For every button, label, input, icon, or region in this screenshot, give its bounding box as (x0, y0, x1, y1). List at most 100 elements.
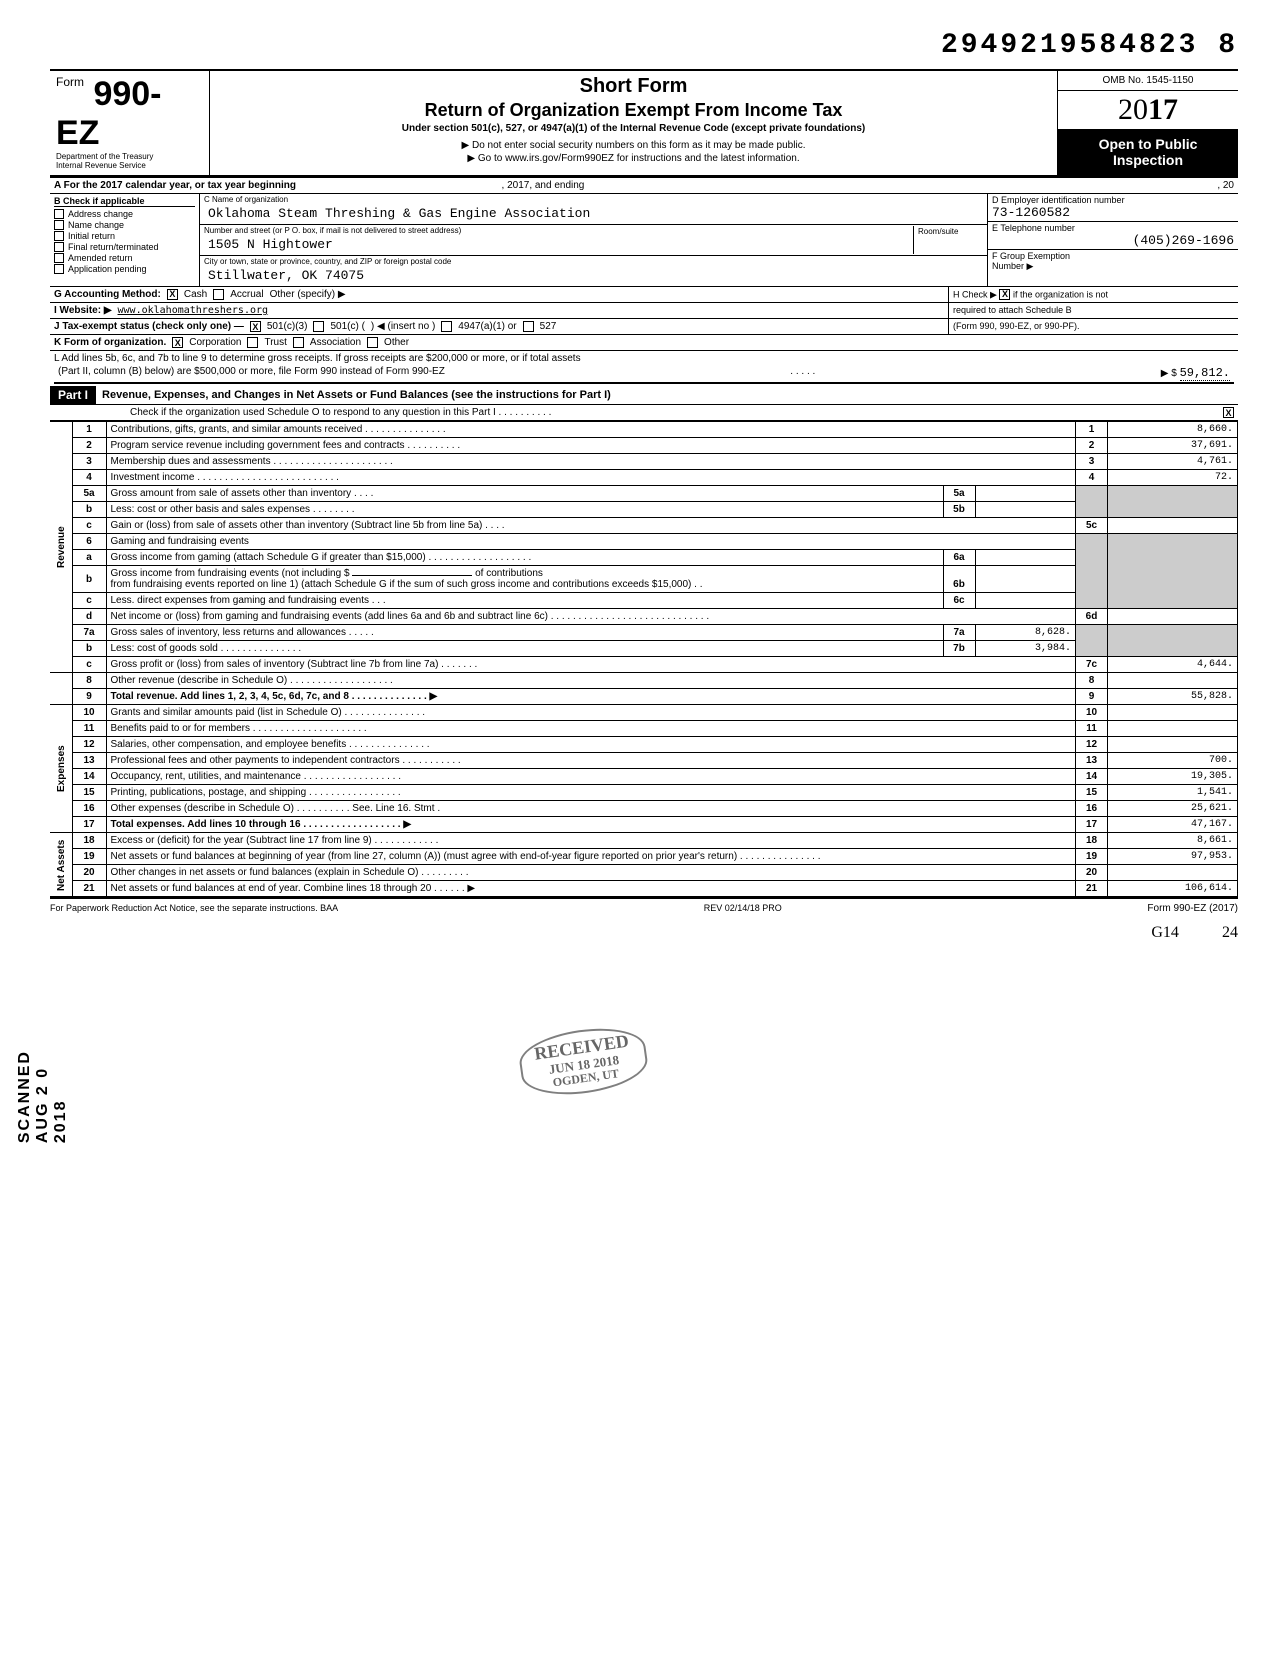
j-501c: 501(c) ( (330, 321, 364, 332)
line-desc: Gross sales of inventory, less returns a… (107, 625, 944, 640)
col-amt: 19,305. (1108, 769, 1238, 785)
cb-trust[interactable] (247, 337, 258, 348)
ein-value: 73-1260582 (992, 205, 1234, 220)
cb-other[interactable] (367, 337, 378, 348)
line-desc: Excess or (deficit) for the year (Subtra… (106, 833, 1076, 849)
phone-row: E Telephone number (405)269-1696 (988, 222, 1238, 250)
line6b-1: Gross income from fundraising events (no… (111, 568, 350, 579)
cb-final-return[interactable]: Final return/terminated (54, 242, 195, 252)
line-desc: Less: cost or other basis and sales expe… (107, 502, 944, 517)
h-label: H Check ▶ (953, 289, 997, 299)
col-amt (1108, 609, 1238, 625)
col-amt: 97,953. (1108, 849, 1238, 865)
org-name-value: Oklahoma Steam Threshing & Gas Engine As… (204, 204, 983, 223)
cb-4947[interactable] (441, 321, 452, 332)
line-no: 11 (72, 721, 106, 737)
col-no: 1 (1076, 422, 1108, 438)
table-row: 13 Professional fees and other payments … (50, 753, 1238, 769)
line17-desc: Total expenses. Add lines 10 through 16 … (111, 819, 412, 830)
col-b-checkboxes: B Check if applicable Address change Nam… (50, 194, 200, 286)
line-no: 18 (72, 833, 106, 849)
line-no: b (72, 641, 106, 657)
table-row: Expenses 10 Grants and similar amounts p… (50, 705, 1238, 721)
col-amt-shaded (1108, 486, 1238, 518)
j-501c-b: ) ◀ (insert no ) (371, 321, 435, 332)
table-row: Revenue 1 Contributions, gifts, grants, … (50, 422, 1238, 438)
col-amt-shaded (1108, 534, 1238, 609)
col-no: 12 (1076, 737, 1108, 753)
line-no: 1 (72, 422, 106, 438)
table-row: 21 Net assets or fund balances at end of… (50, 881, 1238, 897)
org-city-value: Stillwater, OK 74075 (204, 266, 983, 285)
checkbox-icon (54, 253, 64, 263)
cb-501c3[interactable]: X (250, 321, 261, 332)
line-desc: Net income or (loss) from gaming and fun… (106, 609, 1076, 625)
line-desc: Professional fees and other payments to … (106, 753, 1076, 769)
col-amt: 47,167. (1108, 817, 1238, 833)
cb-corp[interactable]: X (172, 337, 183, 348)
sub-no: 7b (943, 641, 975, 656)
table-row: 6 Gaming and fundraising events (50, 534, 1238, 550)
row-h: H Check ▶ X if the organization is not (948, 287, 1238, 303)
h-text2: required to attach Schedule B (948, 303, 1238, 318)
table-row: c Less. direct expenses from gaming and … (50, 593, 1238, 609)
line-desc: Other changes in net assets or fund bala… (106, 865, 1076, 881)
col-amt (1108, 705, 1238, 721)
cb-address-change[interactable]: Address change (54, 209, 195, 219)
col-no: 2 (1076, 438, 1108, 454)
col-no-shaded (1076, 534, 1108, 609)
table-row: 19 Net assets or fund balances at beginn… (50, 849, 1238, 865)
h-text1: if the organization is not (1013, 289, 1108, 299)
table-row: 15 Printing, publications, postage, and … (50, 785, 1238, 801)
cb-h[interactable]: X (999, 289, 1010, 300)
part1-header-row: Part I Revenue, Expenses, and Changes in… (50, 386, 1238, 405)
col-amt (1108, 518, 1238, 534)
sub-amt: 3,984. (975, 641, 1075, 656)
table-row: b Less: cost or other basis and sales ex… (50, 502, 1238, 518)
table-row: 7a Gross sales of inventory, less return… (50, 625, 1238, 641)
cb-application-pending[interactable]: Application pending (54, 264, 195, 274)
col-no-shaded (1076, 625, 1108, 657)
form-prefix: Form (56, 75, 84, 89)
hand-note-2: 24 (1222, 924, 1238, 941)
col-no: 19 (1076, 849, 1108, 865)
group-exemption-label2: Number ▶ (992, 261, 1234, 272)
table-row: 17 Total expenses. Add lines 10 through … (50, 817, 1238, 833)
checkbox-icon (54, 220, 64, 230)
cb-initial-return[interactable]: Initial return (54, 231, 195, 241)
col-no: 20 (1076, 865, 1108, 881)
col-amt (1108, 721, 1238, 737)
j-527: 527 (540, 321, 557, 332)
cb-assoc[interactable] (293, 337, 304, 348)
main-title: Return of Organization Exempt From Incom… (220, 100, 1047, 121)
line-no: 12 (72, 737, 106, 753)
col-no: 8 (1076, 673, 1108, 689)
side-label-netassets: Net Assets (50, 833, 72, 897)
row-l-amount: 59,812. (1180, 366, 1230, 381)
sub-no: 5a (943, 486, 975, 501)
cb-cash[interactable]: X (167, 289, 178, 300)
open-line2: Inspection (1062, 152, 1234, 168)
side-label-expenses: Expenses (50, 705, 72, 833)
cb-schedule-o[interactable]: X (1223, 407, 1234, 418)
cb-name-change[interactable]: Name change (54, 220, 195, 230)
cb-amended-return[interactable]: Amended return (54, 253, 195, 263)
col-no: 5c (1076, 518, 1108, 534)
part1-check-o: Check if the organization used Schedule … (50, 405, 1238, 421)
col-no: 16 (1076, 801, 1108, 817)
row-l-dots: . . . . . (790, 366, 815, 380)
cb-527[interactable] (523, 321, 534, 332)
cb-accrual[interactable] (213, 289, 224, 300)
col-amt: 8,661. (1108, 833, 1238, 849)
row-j: J Tax-exempt status (check only one) — X… (50, 319, 1238, 335)
table-row: b Less: cost of goods sold . . . . . . .… (50, 641, 1238, 657)
org-addr-label: Number and street (or P O. box, if mail … (204, 226, 913, 235)
sub-no: 5b (943, 502, 975, 517)
handwritten-notes: G14 24 (50, 924, 1238, 942)
footer-mid: REV 02/14/18 PRO (704, 903, 782, 914)
table-row: 16 Other expenses (describe in Schedule … (50, 801, 1238, 817)
omb-number: OMB No. 1545-1150 (1058, 71, 1238, 91)
cb-501c[interactable] (313, 321, 324, 332)
line-desc: Printing, publications, postage, and shi… (106, 785, 1076, 801)
hand-note-1: G14 (1151, 924, 1179, 941)
